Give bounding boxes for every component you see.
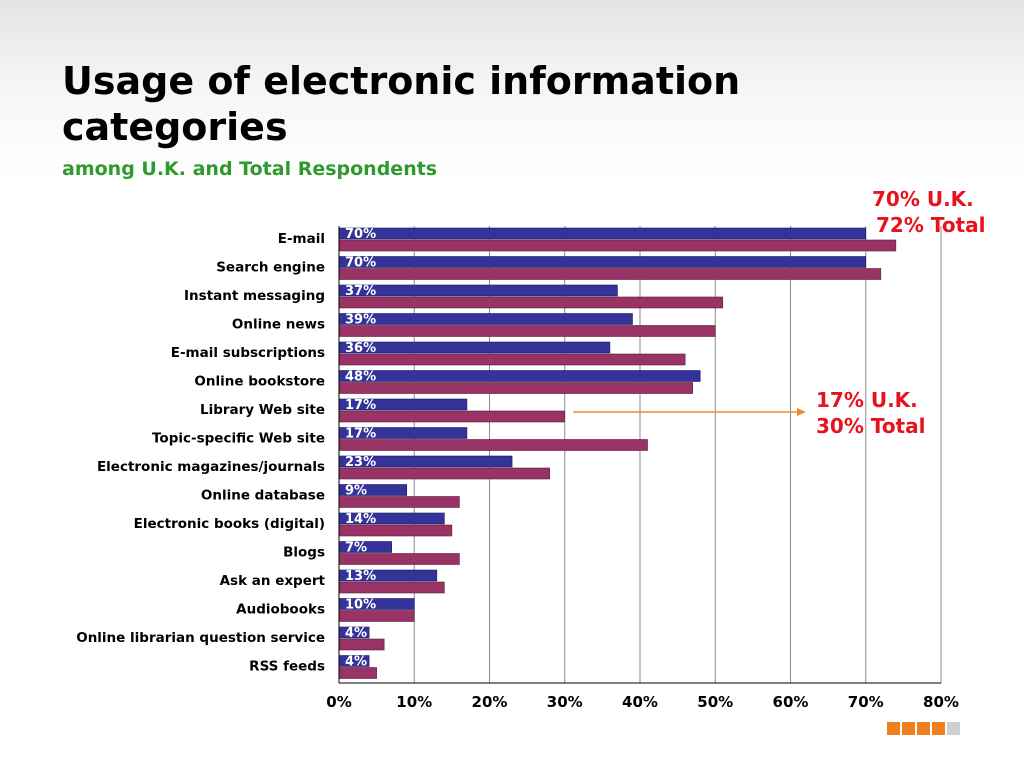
bar-uk — [339, 228, 866, 239]
data-label-uk: 7% — [345, 541, 367, 556]
x-tick-label: 70% — [848, 693, 884, 711]
bar-uk — [339, 314, 632, 325]
data-label-uk: 36% — [345, 341, 376, 356]
footer-square — [902, 722, 915, 735]
footer-square — [917, 722, 930, 735]
category-label: Search engine — [216, 260, 325, 276]
bar-uk — [339, 342, 610, 353]
data-label-uk: 4% — [345, 655, 367, 670]
bar-total — [339, 354, 685, 365]
category-label: E-mail subscriptions — [171, 345, 325, 361]
category-label: Online database — [201, 488, 325, 504]
category-label: Online news — [232, 317, 325, 333]
bar-uk — [339, 285, 617, 296]
footer-square — [887, 722, 900, 735]
bar-uk — [339, 371, 700, 382]
footer-square — [932, 722, 945, 735]
bar-chart: 70% E-mail 70% Search engine 37% Instant mess… — [0, 0, 1024, 768]
bar-total — [339, 240, 896, 251]
category-label: Blogs — [283, 545, 325, 561]
category-label: Electronic books (digital) — [134, 516, 325, 532]
data-label-uk: 17% — [345, 398, 376, 413]
data-label-uk: 10% — [345, 598, 376, 613]
data-label-uk: 4% — [345, 626, 367, 641]
data-label-uk: 14% — [345, 512, 376, 527]
data-label-uk: 9% — [345, 484, 367, 499]
x-tick-label: 40% — [622, 693, 658, 711]
callout-arrow-head — [797, 408, 806, 416]
callout-library-total: 30% Total — [816, 413, 925, 439]
x-tick-label: 60% — [773, 693, 809, 711]
category-label: Online librarian question service — [76, 630, 325, 646]
category-label: Library Web site — [200, 402, 325, 418]
callout-email-uk: 70% U.K. — [872, 186, 985, 212]
x-tick-label: 50% — [697, 693, 733, 711]
x-tick-label: 30% — [547, 693, 583, 711]
bar-total — [339, 326, 715, 337]
callout-library: 17% U.K. 30% Total — [816, 387, 925, 439]
data-label-uk: 23% — [345, 455, 376, 470]
x-tick-label: 10% — [396, 693, 432, 711]
callout-email: 70% U.K. 72% Total — [872, 186, 985, 238]
data-label-uk: 70% — [345, 227, 376, 242]
callout-email-total: 72% Total — [872, 212, 985, 238]
data-label-uk: 17% — [345, 427, 376, 442]
data-label-uk: 37% — [345, 284, 376, 299]
bar-total — [339, 297, 723, 308]
x-tick-label: 20% — [472, 693, 508, 711]
category-label: Topic-specific Web site — [152, 431, 325, 447]
footer-square — [947, 722, 960, 735]
callout-library-uk: 17% U.K. — [816, 387, 925, 413]
data-label-uk: 70% — [345, 256, 376, 271]
category-label: Online bookstore — [194, 374, 325, 390]
category-label: Audiobooks — [236, 602, 325, 618]
bar-total — [339, 440, 648, 451]
category-label: Electronic magazines/journals — [97, 459, 325, 475]
bar-uk — [339, 257, 866, 268]
data-label-uk: 13% — [345, 569, 376, 584]
x-tick-label: 0% — [326, 693, 351, 711]
data-label-uk: 39% — [345, 313, 376, 328]
bar-total — [339, 383, 693, 394]
category-label: RSS feeds — [249, 659, 325, 675]
data-label-uk: 48% — [345, 370, 376, 385]
category-label: Instant messaging — [184, 288, 325, 304]
category-label: E-mail — [278, 231, 325, 247]
x-tick-label: 80% — [923, 693, 959, 711]
category-label: Ask an expert — [220, 573, 326, 589]
bar-total — [339, 269, 881, 280]
